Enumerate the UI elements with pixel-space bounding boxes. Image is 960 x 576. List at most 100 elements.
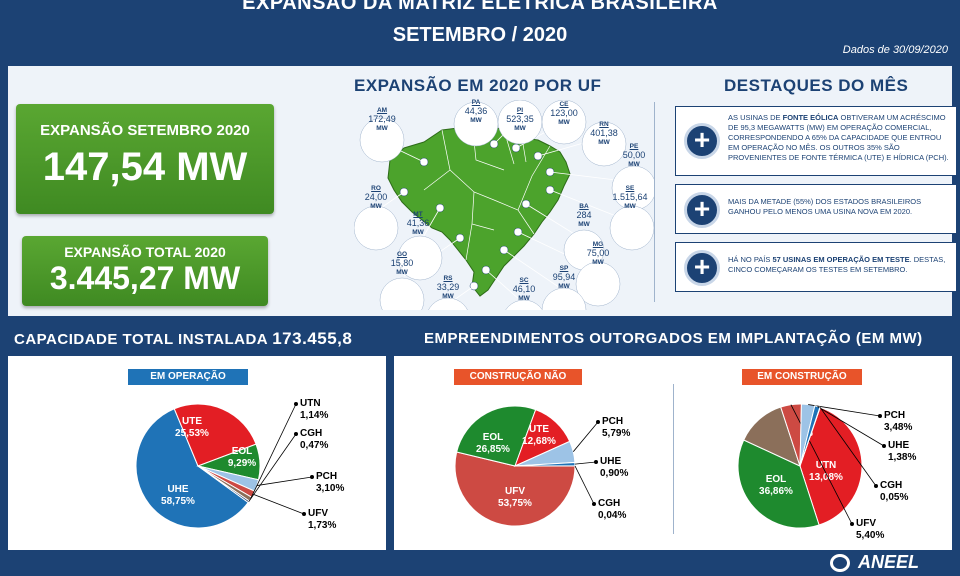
- expansion-total-label: EXPANSÃO TOTAL 2020: [64, 244, 226, 260]
- plus-icon: +: [684, 250, 720, 286]
- pie2-leader-dot-ufv: [850, 522, 854, 526]
- footer: ANEEL: [0, 550, 960, 576]
- pie0-value-ufv: 1,73%: [308, 520, 336, 531]
- pie2-name-ufv: UFV: [856, 518, 876, 529]
- pie1-value-pch: 5,79%: [602, 428, 630, 439]
- destaques-title: DESTAQUES DO MÊS: [724, 76, 909, 95]
- pie0-leader-pch: [256, 476, 313, 486]
- uf-sp: SP 95,94 MW: [552, 265, 576, 290]
- pie0-leader-dot-cgh: [294, 432, 298, 436]
- pie2-leader-dot-pch: [878, 414, 882, 418]
- uf-pe: PE 50,00 MW: [622, 143, 646, 168]
- pie0-value-utn: 1,14%: [300, 410, 328, 421]
- destaque-1-text: AS USINAS DE FONTE EÓLICA OBTIVERAM UM A…: [728, 113, 949, 162]
- pie2-leader-pch: [808, 404, 881, 417]
- pie1-name-uhe: UHE: [600, 456, 621, 467]
- pie2-value-utn: 13,08%: [809, 472, 843, 483]
- uf-ro: RO 24,00 MW: [364, 185, 388, 210]
- expansion-total-box: EXPANSÃO TOTAL 2020 3.445,27 MW: [22, 236, 268, 306]
- pie0-value-eol: 9,29%: [228, 458, 256, 469]
- brazil-map: [354, 100, 654, 310]
- pie0-value-cgh: 0,47%: [300, 440, 328, 451]
- capacity-bar: CAPACIDADE TOTAL INSTALADA 173.455,8 MW: [8, 322, 386, 383]
- title-line2: SETEMBRO / 2020: [392, 24, 568, 46]
- pie1-leader-cgh: [574, 465, 595, 505]
- panel-divider: [673, 384, 674, 534]
- expansion-month-label: EXPANSÃO SETEMBRO 2020: [40, 122, 250, 139]
- pie2-value-eol: 36,86%: [759, 486, 793, 497]
- pie2-leader-dot-uhe: [882, 444, 886, 448]
- pie1-name-ufv: UFV: [505, 486, 525, 497]
- pie1-value-ute: 12,68%: [522, 436, 556, 447]
- pie0-name-ute: UTE: [182, 416, 202, 427]
- pie1-name-pch: PCH: [602, 416, 623, 427]
- title-line1: EXPANSÃO DA MATRIZ ELÉTRICA BRASILEIRA: [242, 0, 718, 14]
- pie0-value-uhe: 58,75%: [161, 496, 195, 507]
- pie0-name-utn: UTN: [300, 398, 321, 409]
- uf-ce: CE 123,00 MW: [550, 101, 578, 126]
- top-panel: EXPANSÃO SETEMBRO 2020 147,54 MW EXPANSÃ…: [8, 66, 957, 316]
- aneel-logo-icon: [830, 554, 850, 572]
- data-date: Dados de 30/09/2020: [842, 44, 948, 56]
- pie0-leader-dot-utn: [294, 402, 298, 406]
- pie2-leader-dot-cgh: [874, 484, 878, 488]
- pie1-name-cgh: CGH: [598, 498, 620, 509]
- pie0-name-uhe: UHE: [167, 484, 188, 495]
- divider: [654, 102, 655, 302]
- outorgados-bar: EMPREENDIMENTOS OUTORGADOS EM IMPLANTAÇÃ…: [394, 322, 952, 356]
- pie0-slice-ute: [173, 403, 257, 467]
- pie2-leader-cgh: [819, 407, 877, 487]
- uf-am: AM 172,49 MW: [368, 107, 396, 132]
- destaque-3: + HÁ NO PAÍS 57 USINAS EM OPERAÇÃO EM TE…: [675, 242, 957, 292]
- uf-pi: PI 523,35 MW: [506, 107, 534, 132]
- pie2-name-eol: EOL: [766, 474, 787, 485]
- pie0-leader-ufv: [253, 493, 305, 515]
- uf-se: SE 1.515,64 MW: [612, 185, 648, 210]
- pie2-leader-uhe: [817, 406, 885, 447]
- pie1-leader-dot-pch: [596, 420, 600, 424]
- pie0-slice-uhe: [135, 408, 249, 529]
- uf-go: GO 15,80 MW: [390, 251, 414, 276]
- expansion-month-value: 147,54 MW: [42, 145, 248, 189]
- pill-em-construcao: EM CONSTRUÇÃO: [742, 369, 862, 385]
- uf-mt: MT 41,36 MW: [406, 211, 430, 236]
- pill-nao-iniciada: CONSTRUÇÃO NÃO INICIADA: [454, 369, 582, 398]
- pie2-name-pch: PCH: [884, 410, 905, 421]
- destaque-3-text: HÁ NO PAÍS 57 USINAS EM OPERAÇÃO EM TEST…: [728, 255, 946, 274]
- pie1-value-uhe: 0,90%: [600, 468, 628, 479]
- pie0-leader-dot-ufv: [302, 512, 306, 516]
- pie2-name-cgh: CGH: [880, 480, 902, 491]
- pie1-leader-dot-uhe: [594, 460, 598, 464]
- pie1-leader-dot-cgh: [592, 502, 596, 506]
- destaque-2-text: MAIS DA METADE (55%) DOS ESTADOS BRASILE…: [728, 197, 922, 216]
- pie1-name-eol: EOL: [483, 432, 504, 443]
- pie2-value-ufv: 5,40%: [856, 530, 884, 541]
- uf-mg: MG 75,00 MW: [586, 241, 610, 266]
- pie0-name-ufv: UFV: [308, 508, 328, 519]
- uf-sc: SC 46,10 MW: [512, 277, 536, 302]
- pie1-value-ufv: 53,75%: [498, 498, 532, 509]
- pie1-slice-ufv: [454, 451, 576, 527]
- pie0-name-cgh: CGH: [300, 428, 322, 439]
- pie0-leader-utn: [250, 403, 297, 500]
- pie0-value-pch: 3,10%: [316, 483, 344, 494]
- destaque-2: + MAIS DA METADE (55%) DOS ESTADOS BRASI…: [675, 184, 957, 234]
- map-title: EXPANSÃO EM 2020 POR UF: [354, 76, 602, 95]
- expansion-month-box: EXPANSÃO SETEMBRO 2020 147,54 MW: [16, 104, 274, 214]
- header: EXPANSÃO DA MATRIZ ELÉTRICA BRASILEIRA S…: [0, 0, 960, 66]
- pie2-value-pch: 3,48%: [884, 422, 912, 433]
- uf-rn: RN 401,38 MW: [590, 121, 618, 146]
- pill-em-operacao: EM OPERAÇÃO: [128, 369, 248, 385]
- pie0-name-eol: EOL: [232, 446, 253, 457]
- uf-rs: RS 33,29 MW: [436, 275, 460, 300]
- brand-name: ANEEL: [858, 552, 920, 572]
- pie1-leader-pch: [572, 421, 599, 452]
- uf-pa: PA 44,36 MW: [464, 99, 488, 124]
- expansion-total-value: 3.445,27 MW: [49, 260, 241, 296]
- pie0-leader-cgh: [248, 433, 297, 502]
- pie1-value-eol: 26,85%: [476, 444, 510, 455]
- pie2-slice-eol: [737, 439, 820, 529]
- destaque-1: + AS USINAS DE FONTE EÓLICA OBTIVERAM UM…: [675, 106, 957, 176]
